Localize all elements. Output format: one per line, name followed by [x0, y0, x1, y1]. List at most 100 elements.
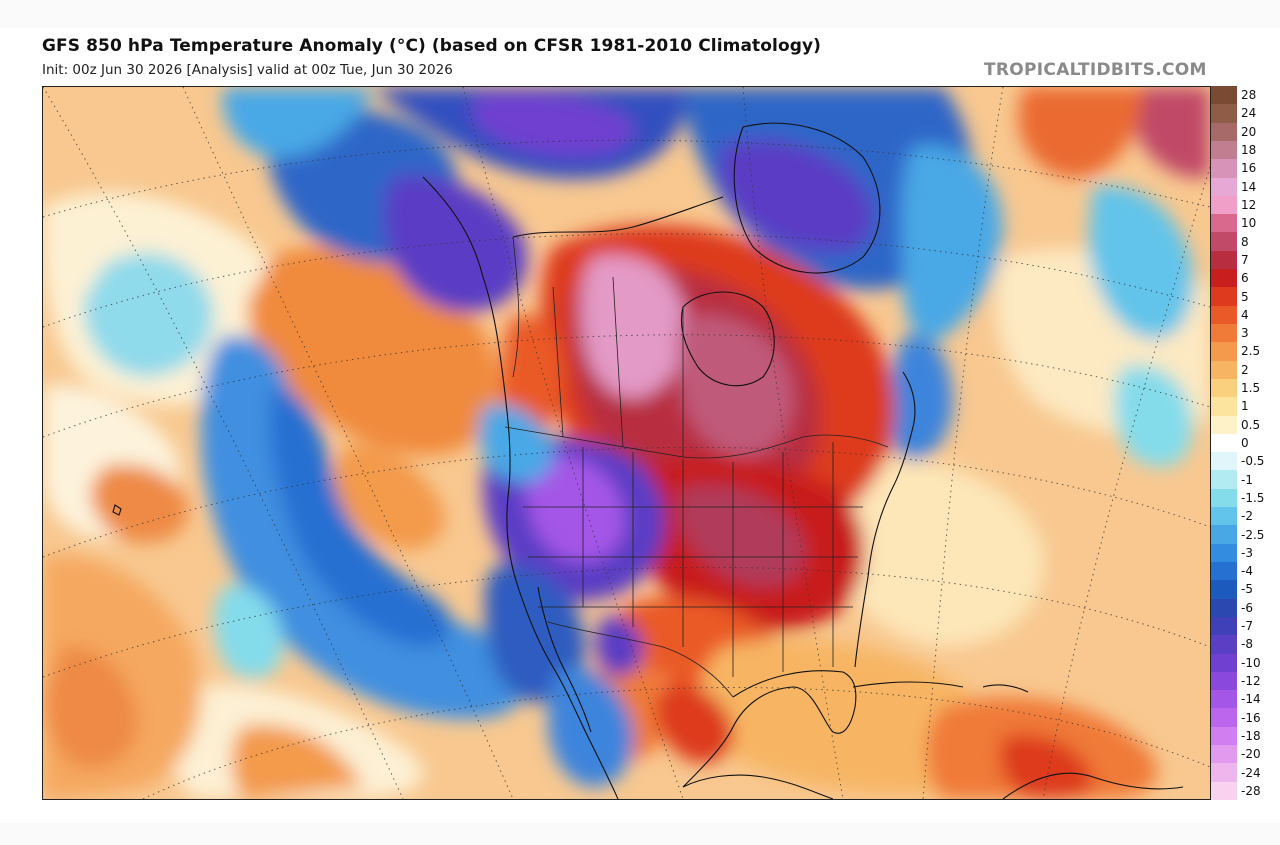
colorbar-level: -12	[1211, 671, 1269, 691]
colorbar-swatch	[1211, 177, 1237, 197]
colorbar-swatch	[1211, 342, 1237, 362]
colorbar-swatch	[1211, 214, 1237, 233]
colorbar-label: -16	[1241, 710, 1261, 725]
colorbar-label: 16	[1241, 161, 1257, 176]
colorbar-swatch	[1211, 269, 1237, 288]
colorbar-label: 4	[1241, 307, 1249, 322]
colorbar-level: 2.5	[1211, 342, 1269, 362]
colorbar-swatch	[1211, 580, 1237, 600]
colorbar-level: 18	[1211, 140, 1269, 160]
colorbar-swatch	[1211, 671, 1237, 691]
colorbar-label: -20	[1241, 747, 1261, 762]
colorbar-level: 12	[1211, 195, 1269, 215]
colorbar-level: -1	[1211, 470, 1269, 490]
anomaly-map	[42, 86, 1211, 800]
colorbar-swatch	[1211, 635, 1237, 655]
colorbar-level: -24	[1211, 763, 1269, 783]
colorbar-level: -18	[1211, 726, 1269, 746]
colorbar-level: -20	[1211, 745, 1269, 764]
colorbar-level: 1	[1211, 397, 1269, 417]
colorbar-label: -14	[1241, 692, 1261, 707]
colorbar-swatch	[1211, 562, 1237, 581]
colorbar-level: -14	[1211, 690, 1269, 709]
colorbar-swatch	[1211, 378, 1237, 398]
colorbar-swatch	[1211, 415, 1237, 435]
colorbar-level: -5	[1211, 580, 1269, 600]
colorbar-swatch	[1211, 598, 1237, 618]
colorbar-label: -18	[1241, 728, 1261, 743]
colorbar-label: -28	[1241, 783, 1261, 798]
colorbar-swatch	[1211, 122, 1237, 142]
colorbar-label: 5	[1241, 289, 1249, 304]
colorbar-level: -4	[1211, 562, 1269, 581]
coastlines	[112, 122, 1184, 799]
colorbar-swatch	[1211, 525, 1237, 545]
colorbar-swatch	[1211, 305, 1237, 325]
colorbar-level: 4	[1211, 305, 1269, 325]
colorbar-level: 28	[1211, 86, 1269, 105]
colorbar-swatch	[1211, 104, 1237, 124]
map-subtitle: Init: 00z Jun 30 2026 [Analysis] valid a…	[42, 62, 453, 78]
anomaly-map-svg	[43, 87, 1210, 799]
colorbar-level: 24	[1211, 104, 1269, 124]
colorbar-swatch	[1211, 232, 1237, 252]
colorbar-label: 18	[1241, 143, 1257, 158]
colorbar-level: -7	[1211, 616, 1269, 636]
colorbar-level: 2	[1211, 360, 1269, 380]
colorbar-label: 6	[1241, 271, 1249, 286]
colorbar-swatch	[1211, 250, 1237, 270]
colorbar-level: 0.5	[1211, 415, 1269, 435]
colorbar-swatch	[1211, 452, 1237, 471]
colorbar-label: -1.5	[1241, 490, 1265, 505]
colorbar-label: -4	[1241, 564, 1253, 579]
colorbar-label: 1.5	[1241, 381, 1261, 396]
colorbar-swatch	[1211, 324, 1237, 343]
colorbar-level: -0.5	[1211, 452, 1269, 471]
colorbar-swatch	[1211, 397, 1237, 417]
colorbar-label: -8	[1241, 637, 1253, 652]
colorbar-level: 10	[1211, 214, 1269, 233]
colorbar-level: 14	[1211, 177, 1269, 197]
colorbar-label: 10	[1241, 216, 1257, 231]
colorbar-swatch	[1211, 470, 1237, 490]
colorbar-label: 24	[1241, 106, 1257, 121]
colorbar-swatch	[1211, 543, 1237, 563]
colorbar-level: 5	[1211, 287, 1269, 307]
colorbar-label: -7	[1241, 619, 1253, 634]
colorbar-swatch	[1211, 140, 1237, 160]
colorbar-label: 2	[1241, 362, 1249, 377]
colorbar-label: -0.5	[1241, 454, 1265, 469]
colorbar-swatch	[1211, 488, 1237, 508]
colorbar-level: -8	[1211, 635, 1269, 655]
colorbar-label: 2.5	[1241, 344, 1261, 359]
colorbar-level: -28	[1211, 781, 1269, 801]
colorbar-label: -6	[1241, 600, 1253, 615]
colorbar-level: -6	[1211, 598, 1269, 618]
colorbar-level: 8	[1211, 232, 1269, 252]
colorbar-label: -1	[1241, 472, 1253, 487]
colorbar-label: -2	[1241, 509, 1253, 524]
colorbar-level: 0	[1211, 433, 1269, 453]
colorbar-swatch	[1211, 360, 1237, 380]
colorbar-level: -3	[1211, 543, 1269, 563]
colorbar-label: 14	[1241, 179, 1257, 194]
colorbar-level: -10	[1211, 653, 1269, 673]
colorbar-level: -16	[1211, 708, 1269, 728]
colorbar-label: -10	[1241, 655, 1261, 670]
colorbar-label: 0.5	[1241, 417, 1261, 432]
colorbar-swatch	[1211, 86, 1237, 105]
colorbar-level: 7	[1211, 250, 1269, 270]
colorbar-label: 1	[1241, 399, 1249, 414]
colorbar-level: 1.5	[1211, 378, 1269, 398]
colorbar-swatch	[1211, 195, 1237, 215]
colorbar-label: 8	[1241, 234, 1249, 249]
colorbar-label: 20	[1241, 124, 1257, 139]
colorbar-level: -1.5	[1211, 488, 1269, 508]
colorbar-label: -5	[1241, 582, 1253, 597]
colorbar-swatch	[1211, 653, 1237, 673]
political-borders	[504, 236, 889, 698]
colorbar-swatch	[1211, 690, 1237, 709]
colorbar-swatch	[1211, 781, 1237, 801]
colorbar-swatch	[1211, 726, 1237, 746]
graticule	[43, 87, 1210, 799]
